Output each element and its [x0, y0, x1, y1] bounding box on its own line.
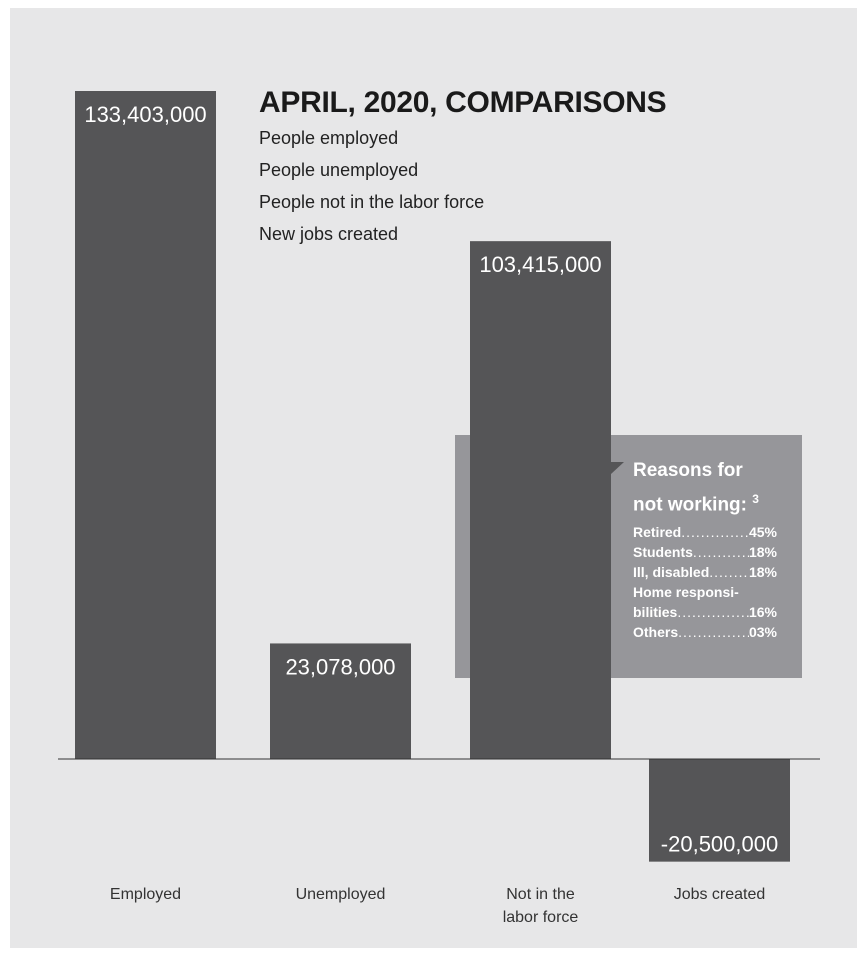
legend-line-not-in-labor-force: People not in the labor force	[259, 192, 485, 212]
reason-leader-dots	[709, 562, 749, 582]
reason-leader-dots	[678, 622, 749, 642]
reason-label: Ill, disabled	[633, 564, 710, 580]
reason-label: Home responsi-	[633, 584, 739, 600]
reason-label: Retired	[633, 524, 682, 540]
bar-value-label-3: -20,500,000	[661, 832, 778, 857]
reason-value: 45%	[748, 524, 777, 540]
reason-row: Others 03%	[633, 622, 777, 642]
bar-value-label-1: 23,078,000	[285, 654, 395, 679]
reason-row: bilities 16%	[633, 602, 777, 622]
category-label-0: Employed	[110, 886, 181, 903]
reasons-title: Reasons for not working: 3	[633, 457, 759, 519]
reason-row: Students 18%	[633, 542, 777, 562]
reasons-title-line2: not working:	[633, 494, 747, 516]
reason-value: 18%	[748, 544, 777, 560]
bar-value-label-2: 103,415,000	[479, 252, 601, 277]
bar-2	[470, 241, 611, 759]
reason-label: Students	[633, 544, 693, 560]
reason-leader-dots	[693, 542, 749, 562]
footnote-mark: 3	[752, 492, 759, 506]
reason-label: bilities	[633, 604, 678, 620]
reason-row: Ill, disabled 18%	[633, 562, 777, 582]
reasons-title-line1: Reasons for	[633, 460, 743, 481]
bar-3	[649, 759, 790, 862]
reason-label: Others	[633, 624, 679, 640]
reason-row: Home responsi-	[633, 582, 777, 602]
category-label-1: Unemployed	[296, 886, 386, 903]
category-label-2-line-0: Not in the	[506, 886, 575, 903]
category-label-2-line-1: labor force	[503, 909, 579, 926]
callout-notch	[611, 462, 624, 474]
chart-title: APRIL, 2020, COMPARISONS	[259, 86, 667, 119]
legend-line-unemployed: People unemployed	[259, 160, 419, 180]
bar-value-label-0: 133,403,000	[84, 102, 206, 127]
reason-value: 03%	[748, 624, 777, 640]
reason-value: 16%	[748, 604, 777, 620]
legend-line-new-jobs: New jobs created	[259, 224, 399, 244]
reason-leader-dots	[677, 602, 749, 622]
bar-0	[75, 91, 216, 759]
reason-row: Retired 45%	[633, 522, 777, 542]
bar-1	[270, 643, 411, 759]
reason-value: 18%	[748, 564, 777, 580]
reason-leader-dots	[681, 522, 749, 542]
legend-line-employed: People employed	[259, 128, 399, 148]
category-label-3: Jobs created	[674, 886, 766, 903]
